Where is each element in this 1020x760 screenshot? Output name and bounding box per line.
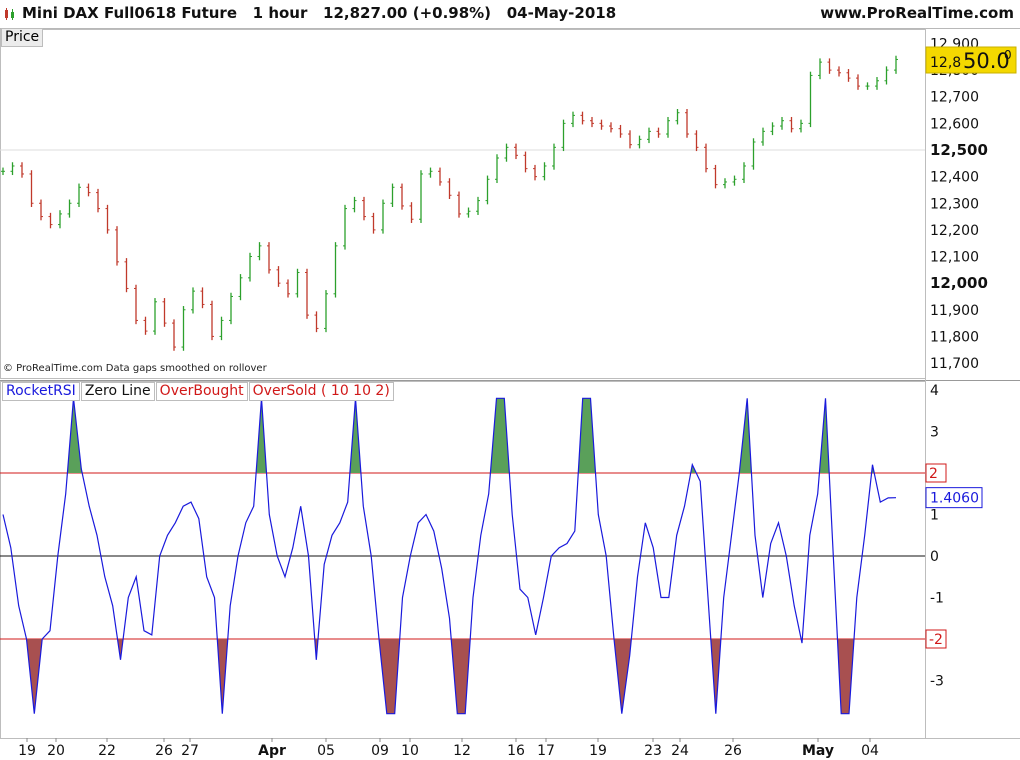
- x-tick-label: 05: [317, 743, 335, 759]
- last-price-superscript: 0: [1004, 48, 1012, 62]
- chart-header: Mini DAX Full0618 Future 1 hour 12,827.0…: [0, 0, 1020, 29]
- x-tick-label: 19: [18, 743, 36, 759]
- last-price-prefix: 12,8: [930, 55, 961, 71]
- price-y-tick: 12,500: [930, 141, 988, 159]
- last-price-main: 50.0: [963, 49, 1010, 73]
- instrument-title: Mini DAX Full0618 Future 1 hour 12,827.0…: [22, 4, 617, 22]
- oversold-fill: [614, 639, 632, 714]
- x-tick-label: 10: [401, 743, 419, 759]
- rsi-y-tick: 0: [930, 549, 939, 565]
- x-tick-label: Apr: [258, 743, 286, 759]
- x-tick-label: 26: [155, 743, 173, 759]
- indicator-legend: RocketRSI Zero Line OverBought OverSold …: [2, 382, 395, 401]
- oversold-fill: [379, 639, 400, 714]
- x-tick-label: 09: [371, 743, 389, 759]
- rsi-y-tick: -1: [930, 591, 944, 607]
- x-tick-label: 04: [861, 743, 879, 759]
- overbought-fill: [256, 398, 267, 473]
- overbought-fill: [819, 398, 830, 473]
- overbought-fill: [67, 398, 83, 473]
- last-price-box: [925, 46, 1017, 74]
- price-y-tick: 11,700: [930, 356, 979, 372]
- price-panel-label[interactable]: Price: [1, 28, 44, 47]
- x-tick-label: 19: [589, 743, 607, 759]
- oversold-value-tag: [925, 629, 947, 649]
- x-tick-label: 12: [453, 743, 471, 759]
- oversold-fill: [26, 639, 43, 714]
- price-y-tick: 12,700: [930, 90, 979, 106]
- x-tick-label: 16: [507, 743, 525, 759]
- x-tick-label: 23: [644, 743, 662, 759]
- oversold-fill: [217, 639, 228, 714]
- price-y-tick: 12,100: [930, 250, 979, 266]
- price-y-tick: 12,400: [930, 170, 979, 186]
- x-tick-label: 20: [47, 743, 65, 759]
- rsi-y-tick: 3: [930, 425, 939, 441]
- overbought-fill: [739, 398, 752, 473]
- price-plot-frame: [0, 29, 926, 379]
- rsi-last-value-box: [925, 487, 983, 509]
- x-tick-label: May: [802, 743, 834, 759]
- candlestick-logo-icon: [5, 8, 14, 20]
- x-tick-label: 22: [98, 743, 116, 759]
- overbought-value: 2: [929, 466, 938, 482]
- price-y-tick: 12,200: [930, 223, 979, 239]
- rsi-y-tick: 4: [930, 383, 939, 399]
- rsi-last-value: 1.4060: [930, 491, 979, 507]
- legend-overbought[interactable]: OverBought: [155, 382, 248, 401]
- legend-oversold[interactable]: OverSold ( 10 10 2): [248, 382, 394, 401]
- rocketrsi-line: [2, 397, 897, 715]
- price-y-tick: 12,600: [930, 116, 979, 132]
- legend-zero-line[interactable]: Zero Line: [80, 382, 155, 401]
- overbought-value-tag: [925, 463, 947, 483]
- oversold-fill: [710, 639, 721, 714]
- rsi-y-tick: 1: [930, 508, 939, 524]
- copyright-note: © ProRealTime.com Data gaps smoothed on …: [3, 363, 267, 374]
- x-tick-label: 26: [724, 743, 742, 759]
- overbought-fill: [349, 398, 361, 473]
- price-y-tick: 12,000: [930, 274, 988, 292]
- price-y-tick: 12,300: [930, 196, 979, 212]
- price-bars: [1, 55, 898, 351]
- price-y-tick: 11,800: [930, 329, 979, 345]
- x-tick-label: 24: [671, 743, 689, 759]
- price-y-tick: 11,900: [930, 303, 979, 319]
- oversold-fill: [117, 639, 124, 660]
- rsi-y-tick: -3: [930, 674, 944, 690]
- site-name: www.ProRealTime.com: [820, 4, 1014, 22]
- oversold-value: -2: [929, 632, 943, 648]
- last-price-tag: [925, 46, 1017, 74]
- x-tick-label: 17: [537, 743, 555, 759]
- legend-rocketrsi[interactable]: RocketRSI: [2, 382, 80, 401]
- x-tick-label: 27: [181, 743, 199, 759]
